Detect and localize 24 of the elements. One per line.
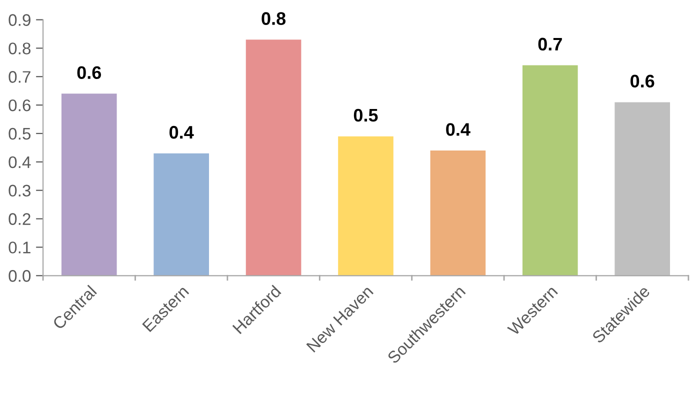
data-label: 0.4 — [446, 123, 470, 136]
bar — [154, 153, 209, 276]
y-tick-label: 0.1 — [8, 242, 30, 254]
bar — [61, 94, 117, 276]
y-tick-label: 0.9 — [8, 14, 30, 26]
data-label: 0.8 — [262, 12, 286, 25]
data-label: 0.6 — [630, 74, 654, 88]
y-tick-label: 0.6 — [8, 99, 30, 112]
y-tick-label: 0.7 — [8, 71, 30, 83]
data-label: 0.7 — [538, 38, 562, 51]
y-tick-label: 0.2 — [8, 213, 30, 225]
y-tick-label: 0.3 — [8, 184, 30, 197]
bar — [338, 136, 394, 276]
data-label: 0.4 — [169, 126, 194, 139]
bar — [430, 150, 486, 276]
y-tick-label: 0.4 — [8, 156, 31, 168]
bar — [522, 65, 578, 276]
y-tick-label: 0.0 — [8, 270, 31, 282]
bar — [246, 40, 302, 276]
y-tick-label: 0.8 — [8, 42, 30, 54]
bar — [614, 102, 670, 276]
y-tick-label: 0.5 — [8, 128, 31, 140]
data-label: 0.5 — [354, 108, 378, 122]
data-label: 0.6 — [77, 66, 102, 79]
